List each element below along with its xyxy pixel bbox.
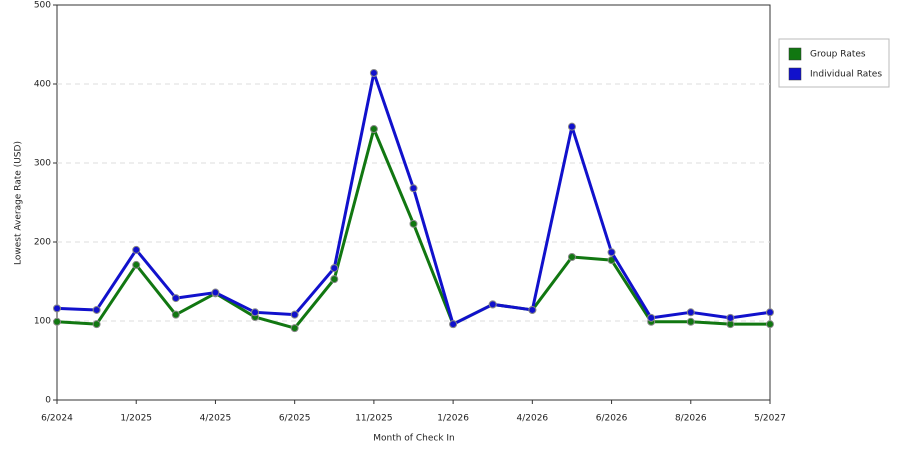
y-tick-label: 300 [34, 159, 51, 169]
data-point [330, 264, 339, 273]
data-point [686, 308, 695, 317]
data-point [607, 248, 616, 257]
data-point [449, 320, 458, 329]
x-tick-label: 1/2026 [437, 414, 469, 424]
data-point [409, 184, 418, 193]
data-point [567, 122, 576, 131]
x-axis-label: Month of Check In [373, 434, 455, 444]
data-point [290, 324, 299, 333]
data-point [92, 305, 101, 314]
series-line [56, 71, 771, 326]
y-tick-label: 0 [45, 396, 51, 406]
data-point [132, 245, 141, 254]
legend-swatch [788, 47, 802, 61]
data-point [171, 294, 180, 303]
data-point [726, 313, 735, 322]
legend-label: Group Rates [810, 50, 866, 60]
data-point [92, 320, 101, 329]
x-tick-label: 11/2025 [355, 414, 392, 424]
data-point [211, 288, 220, 297]
y-tick-label: 100 [34, 317, 51, 327]
data-point [369, 68, 378, 77]
legend-label: Individual Rates [810, 70, 882, 80]
x-tick-label: 1/2025 [120, 414, 152, 424]
data-point [290, 310, 299, 319]
y-tick-label: 400 [34, 80, 51, 90]
y-tick-label: 200 [34, 238, 51, 248]
series-line [56, 127, 770, 330]
data-point [53, 317, 61, 326]
data-point [132, 260, 141, 269]
x-tick-label: 4/2026 [516, 414, 548, 424]
data-point [766, 308, 774, 317]
data-point [251, 308, 260, 317]
data-point [647, 313, 656, 322]
x-tick-label: 5/2027 [754, 414, 786, 424]
plot-frame [56, 4, 771, 401]
data-point [567, 253, 576, 262]
data-point [766, 320, 774, 329]
x-tick-label: 6/2025 [279, 414, 311, 424]
y-tick-label: 500 [34, 1, 51, 11]
x-tick-label: 8/2026 [675, 414, 707, 424]
legend-swatch [788, 67, 802, 81]
x-tick-label: 6/2024 [41, 414, 73, 424]
data-point [409, 219, 418, 228]
data-point [488, 300, 497, 309]
data-point [53, 304, 61, 313]
data-point [171, 310, 180, 319]
y-axis-label: Lowest Average Rate (USD) [14, 141, 24, 265]
x-tick-label: 6/2026 [596, 414, 628, 424]
data-point [330, 275, 339, 284]
data-point [686, 317, 695, 326]
data-point [528, 305, 537, 314]
data-point [369, 125, 378, 134]
x-tick-label: 4/2025 [200, 414, 232, 424]
